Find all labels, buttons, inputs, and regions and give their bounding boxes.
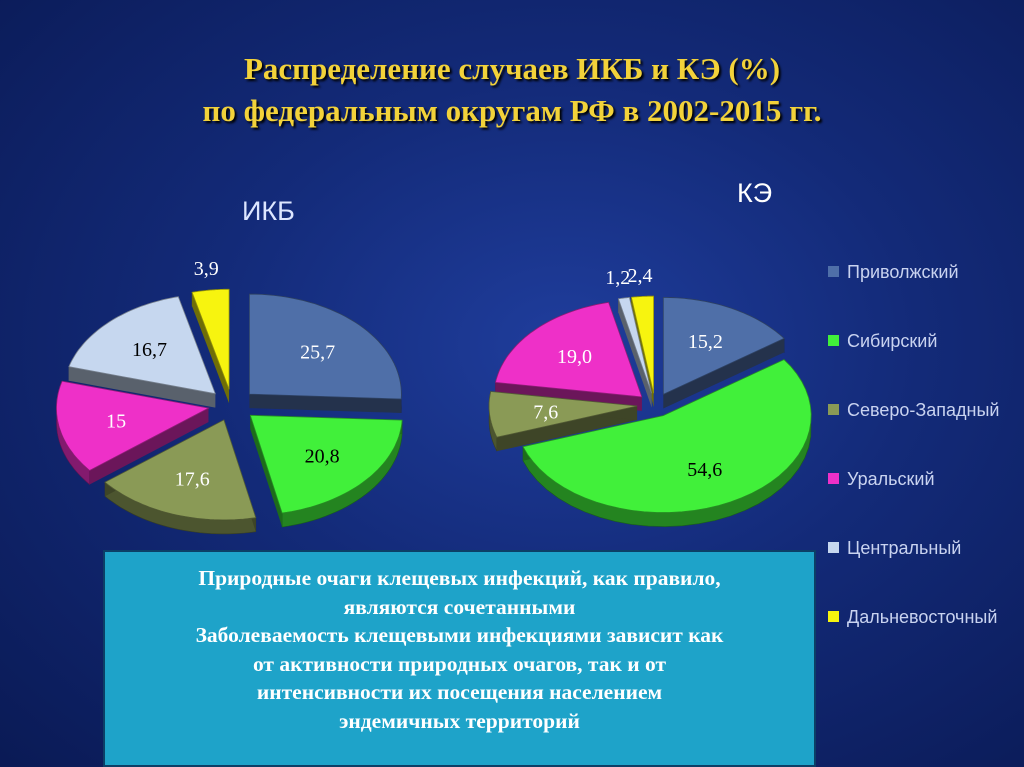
pie-slice — [630, 295, 654, 394]
pie-slice-edge — [249, 394, 402, 413]
pie-slice — [191, 288, 230, 390]
pie-slice-edge — [68, 366, 216, 408]
info-line-6: эндемичных территорий — [339, 708, 580, 733]
legend-label: Центральный — [847, 538, 962, 558]
ikb-pie-chart: 25,7 20,8 17,6 15 16,7 3,9 — [56, 258, 403, 535]
pie-slice-edge — [663, 338, 785, 409]
pie-data-label: 17,6 — [175, 468, 210, 490]
pie-slice-edge — [618, 298, 652, 408]
pie-slice — [495, 301, 643, 398]
pie-data-label: 15,2 — [688, 331, 723, 353]
pie-data-label: 16,7 — [132, 339, 167, 361]
legend-swatch — [828, 335, 839, 346]
pie-slice-edge — [192, 292, 230, 404]
pie-slice — [56, 380, 210, 471]
pie-slice — [522, 359, 812, 513]
ikb-chart-title: ИКБ — [242, 196, 295, 226]
legend-label: Северо-Западный — [847, 400, 1000, 420]
pie-slice-edge — [250, 415, 283, 528]
info-line-2: являются сочетанными — [343, 594, 576, 619]
legend-item: Центральный — [828, 538, 961, 559]
legend-label: Сибирский — [847, 331, 938, 351]
info-textbox: Природные очаги клещевых инфекций, как п… — [103, 550, 816, 767]
legend-swatch — [828, 542, 839, 553]
slide-title: Распределение случаев ИКБ и КЭ (%) по фе… — [0, 48, 1024, 132]
pie-data-label: 7,6 — [533, 401, 558, 423]
legend-swatch — [828, 266, 839, 277]
slide-title-line-2: по федеральным округам РФ в 2002-2015 гг… — [202, 93, 822, 128]
legend-label: Дальневосточный — [847, 607, 998, 627]
legend-label: Приволжский — [847, 262, 959, 282]
legend-label: Уральский — [847, 469, 935, 489]
legend-item: Уральский — [828, 469, 935, 490]
pie-slice — [488, 391, 638, 438]
info-line-3: Заболеваемость клещевыми инфекциями зави… — [195, 623, 724, 648]
slide-title-line-1: Распределение случаев ИКБ и КЭ (%) — [243, 51, 781, 86]
legend-item: Приволжский — [828, 262, 959, 283]
pie-data-label: 20,8 — [305, 445, 340, 467]
pie-data-label: 15 — [106, 411, 126, 433]
pie-slice — [249, 414, 403, 514]
pie-slice — [68, 296, 216, 395]
pie-data-label: 1,2 — [605, 267, 630, 289]
pie-data-label: 25,7 — [300, 341, 335, 363]
pie-data-label: 3,9 — [194, 258, 219, 280]
pie-data-label: 2,4 — [628, 265, 653, 287]
pie-slice-edge — [89, 408, 209, 485]
ke-pie-chart: 15,2 54,6 7,6 19,0 1,22,4 — [488, 265, 812, 527]
info-line-1: Природные очаги клещевых инфекций, как п… — [198, 566, 721, 590]
pie-slice-edge — [496, 406, 638, 452]
ke-chart-title: КЭ — [737, 178, 773, 208]
pie-slice — [662, 296, 785, 396]
legend-item: Дальневосточный — [828, 607, 997, 628]
pie-slice — [104, 419, 257, 521]
legend-swatch — [828, 611, 839, 622]
info-line-4: от активности природных очагов, так и от — [252, 651, 667, 676]
legend-item: Северо-Западный — [828, 400, 999, 421]
legend-swatch — [828, 404, 839, 415]
pie-slice — [617, 296, 652, 394]
pie-slice — [249, 293, 402, 400]
legend-item: Сибирский — [828, 331, 937, 352]
info-line-5: интенсивности их посещения населением — [256, 680, 663, 705]
legend-swatch — [828, 473, 839, 484]
pie-data-label: 54,6 — [687, 459, 722, 481]
pie-data-label: 19,0 — [557, 346, 592, 368]
